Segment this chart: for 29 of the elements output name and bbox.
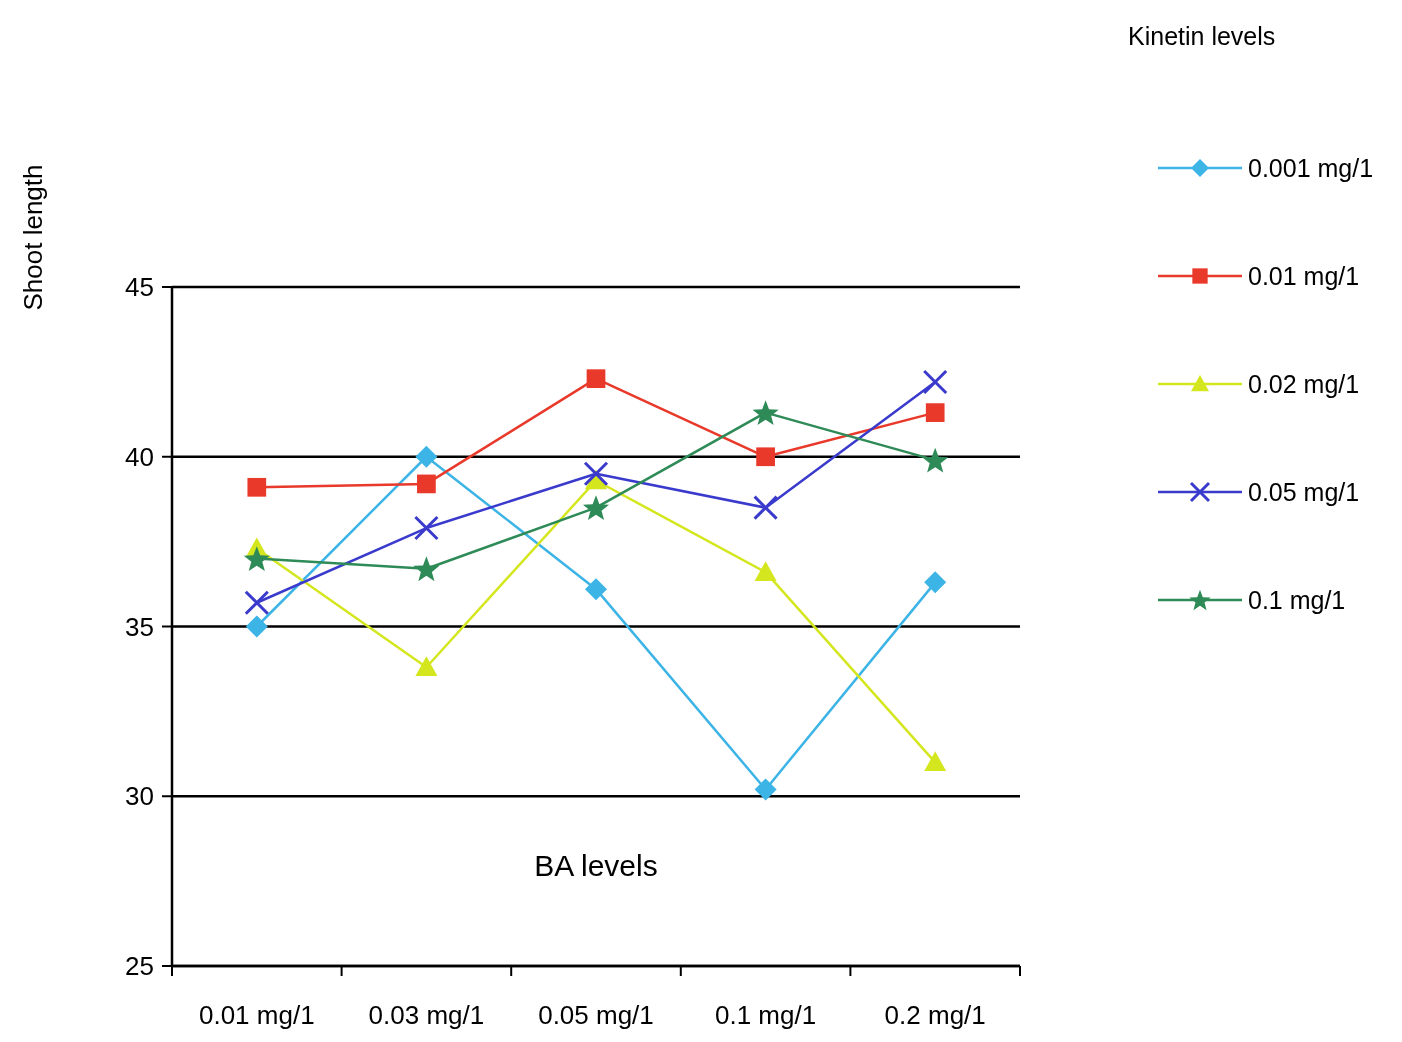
point — [922, 369, 948, 395]
x-tick-label: 0.03 mg/1 — [368, 1000, 485, 1030]
point — [924, 571, 947, 594]
x-tick-label: 0.05 mg/1 — [538, 1000, 654, 1030]
y-tick-label: 40 — [125, 441, 154, 472]
x-tick-label: 0.01 mg/1 — [198, 1000, 315, 1030]
point — [583, 461, 609, 487]
point — [413, 515, 439, 541]
y-tick-label: 45 — [125, 272, 154, 303]
point — [245, 615, 268, 638]
legend-label: 0.02 mg/1 — [1248, 369, 1360, 398]
legend-label: 0.001 mg/1 — [1248, 153, 1374, 182]
legend-title: Kinetin levels — [1128, 21, 1276, 50]
legend-label: 0.01 mg/1 — [1248, 261, 1360, 290]
point — [247, 477, 267, 497]
x-tick-label: 0.2 mg/1 — [884, 1000, 986, 1030]
point — [925, 403, 945, 422]
x-tick-label: 0.1 mg/1 — [715, 1000, 817, 1030]
point — [244, 590, 270, 616]
legend-label: 0.05 mg/1 — [1248, 477, 1360, 506]
y-tick-label: 25 — [125, 951, 154, 982]
y-tick-label: 35 — [125, 611, 154, 642]
x-axis-title: BA levels — [534, 849, 658, 882]
y-tick-label: 30 — [125, 781, 154, 812]
y-axis-title: Shoot length — [18, 164, 48, 311]
point — [243, 546, 270, 572]
legend-label: 0.1 mg/1 — [1248, 585, 1346, 614]
point — [924, 751, 947, 772]
point — [753, 495, 779, 521]
